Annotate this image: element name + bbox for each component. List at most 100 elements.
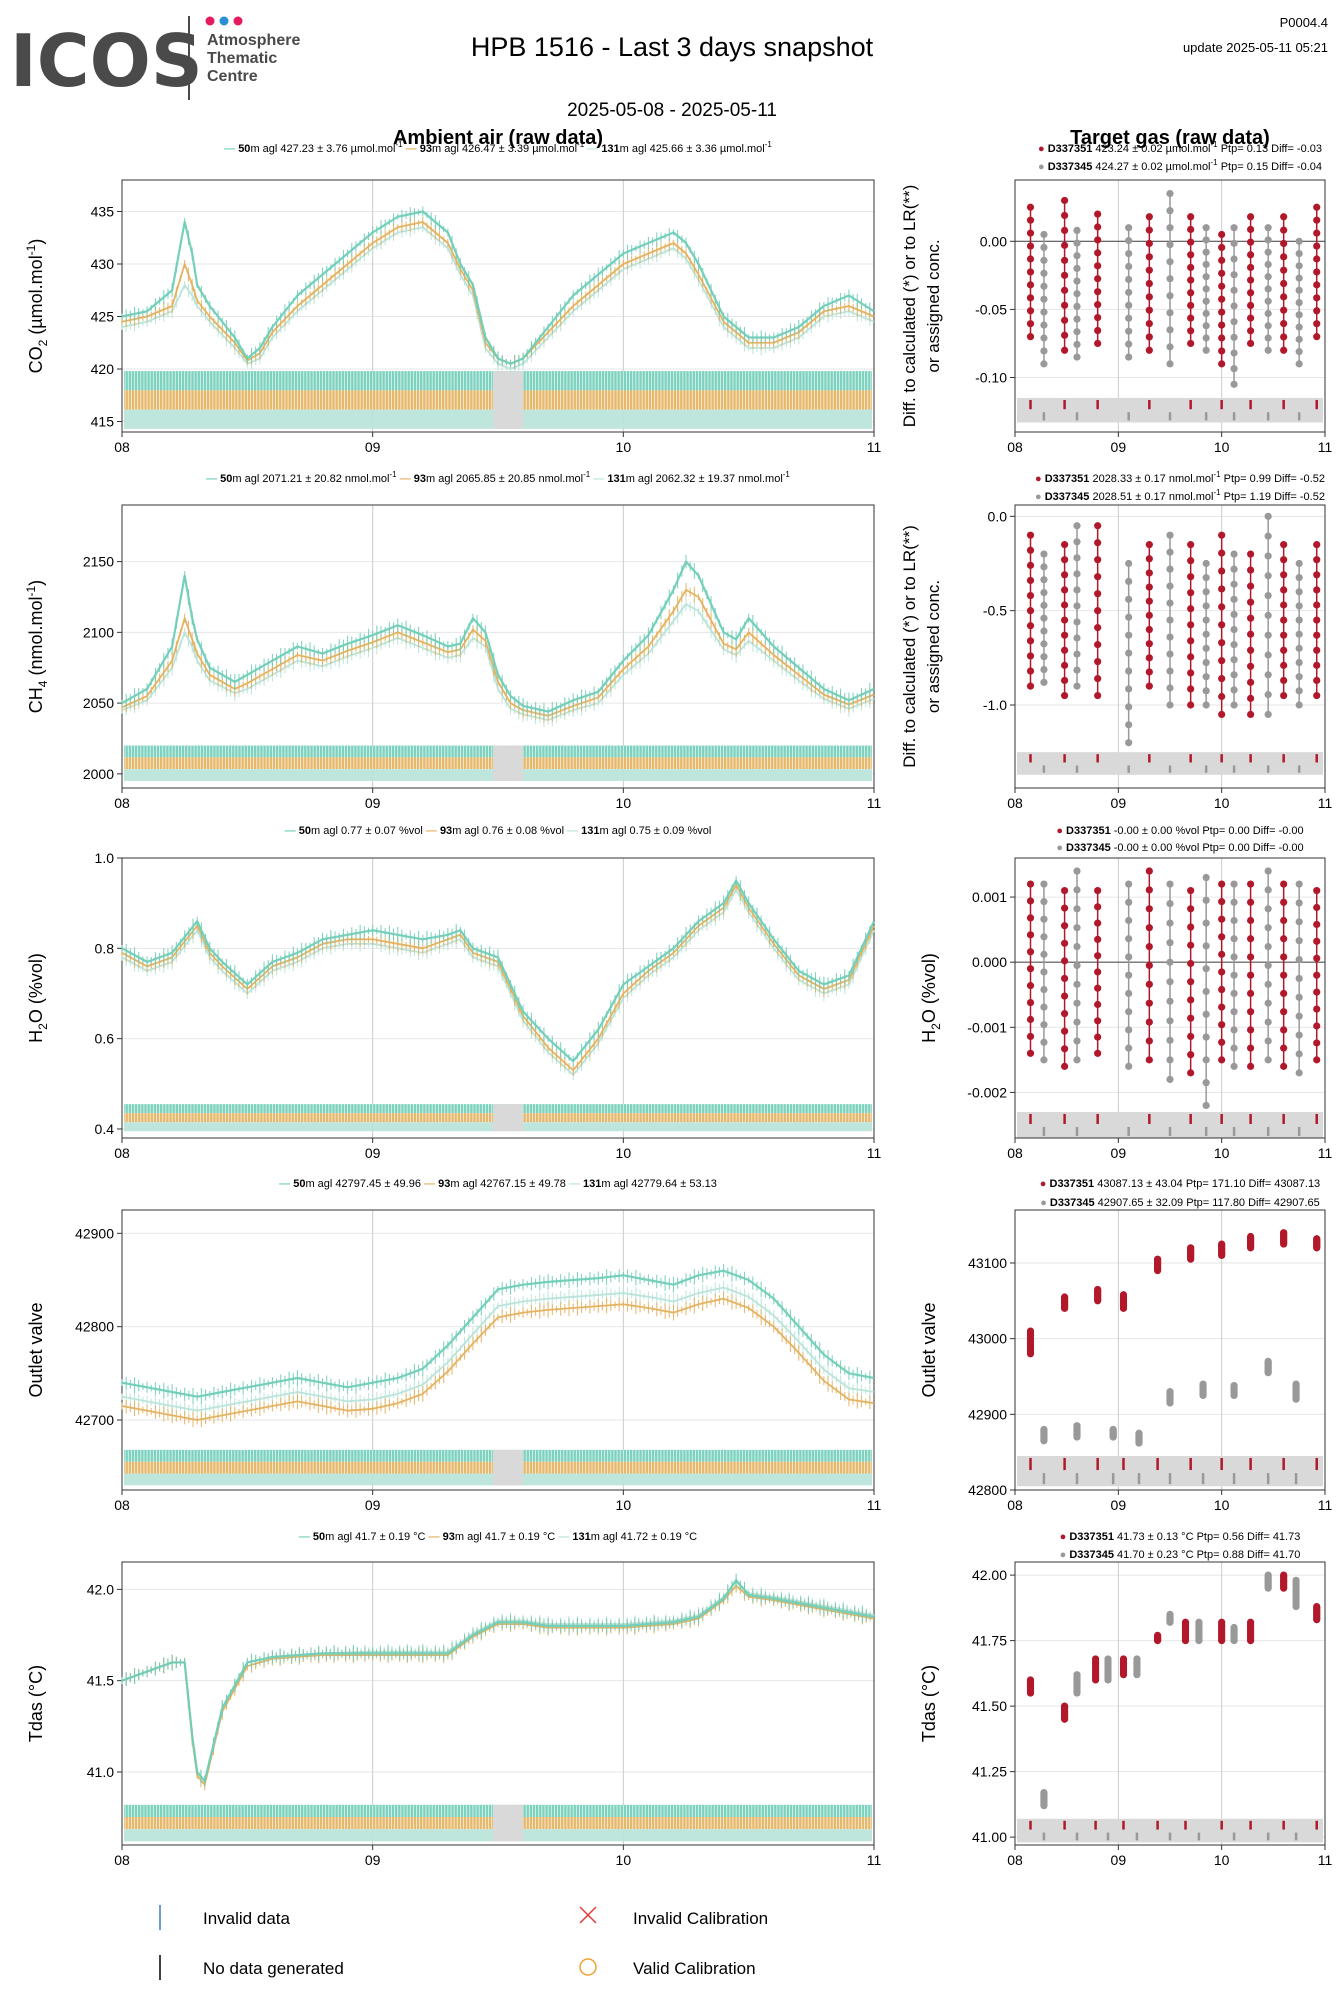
legend-series-name: 131 [572,1531,590,1543]
target-point [1094,210,1102,218]
target-point [1313,307,1321,315]
icos-logo: ICOS Atmosphere Thematic Centre [10,16,300,103]
y-tick-label: 2000 [83,766,114,782]
target-point [1094,223,1102,231]
target-point [1026,333,1035,341]
y-tick-label: 415 [91,414,115,430]
target-point [1125,703,1133,711]
target-point [1145,597,1153,605]
target-point [1264,346,1272,354]
target-point [1166,880,1174,888]
target-point [1073,353,1081,361]
target-point [1202,1056,1210,1064]
target-point [1026,242,1035,250]
legend-swatch-131: — [567,825,581,837]
target-point [1202,673,1210,681]
target-group-D337351 [1094,522,1102,700]
target-point [1061,616,1069,624]
target-point [1166,548,1174,556]
ylabel-main: CH [26,687,46,713]
target-point [1264,924,1272,932]
target-point [1280,1062,1288,1070]
target-point [1061,556,1069,564]
target-point [1026,637,1035,645]
logo-sub-1: Atmosphere [207,32,300,49]
target-point [1295,687,1303,695]
target-point [1218,243,1226,252]
target-point [1247,935,1255,943]
y-axis-label: Tdas (°C) [26,1665,46,1742]
target-point [1061,241,1069,249]
target-point [1073,886,1081,894]
legend-series-name: 50 [313,1531,325,1543]
target-point [1280,953,1288,961]
x-tick-label: 09 [365,1852,381,1868]
target-point [1073,328,1081,336]
target-point [1061,646,1069,654]
target-point [1218,334,1226,342]
target-point [1218,295,1226,303]
ylabel-rest: (µmol.mol [26,255,46,339]
target-point [1218,549,1226,557]
target-point [1094,952,1102,960]
legend-swatch-93: — [400,473,414,485]
target-point [1280,279,1288,288]
target-point [1187,327,1195,335]
legend-series-sup: -1 [765,140,773,149]
target-point [1145,555,1153,563]
target-point [1061,922,1069,930]
target-point [1247,1026,1255,1034]
target-point [1094,288,1102,296]
target-point [1094,1017,1102,1025]
y-tick-label: 2150 [83,554,114,570]
target-point [1187,605,1195,613]
target-point [1061,1010,1069,1018]
target-point [1247,1044,1255,1052]
target-point [1026,880,1035,888]
target-point [1230,880,1238,888]
target-point [1125,1008,1133,1016]
target-point [1247,971,1255,979]
target-point [1125,327,1133,335]
target-point [1264,1037,1272,1045]
target-point [1264,248,1272,256]
target-point [1218,898,1226,906]
plot-frame [121,1561,875,1846]
target-point [1295,602,1303,610]
target-point [1187,996,1195,1004]
panel-ambient-co2: 415 420 425 430 435 08 09 10 11 — 50m agl 427.23 … [24,140,881,455]
legend-swatch-D337345: ● [1035,491,1045,503]
target-point [1295,262,1303,270]
target-point [1040,334,1048,342]
target-point [1264,236,1272,244]
target-point [1247,225,1255,234]
target-point [1295,588,1303,596]
x-tick-label: 08 [114,439,130,455]
target-point [1202,644,1210,652]
x-tick-label: 10 [616,1852,632,1868]
target-point [1187,1051,1195,1059]
legend-series-name: 93 [440,825,452,837]
target-point [1247,301,1255,310]
legend-series-stats: m agl 41.7 ± 0.19 °C [455,1531,555,1543]
target-point [1187,289,1195,297]
target-point [1295,298,1303,307]
target-point [1202,965,1210,973]
target-group-D337345 [1040,550,1048,686]
target-group-D337345 [1040,230,1048,368]
target-point [1218,985,1226,994]
target-point [1313,541,1321,549]
target-point [1125,898,1133,906]
target-point [1280,601,1288,609]
target-point [1094,236,1102,244]
target-point [1280,916,1288,925]
target-point [1094,657,1102,666]
plot-frame [1014,504,1326,789]
target-group-D337345 [1125,880,1133,1070]
legend-series-stats: m agl 426.47 ± 3.39 µmol.mol [432,143,577,155]
target-point [1026,531,1035,539]
target-point [1202,236,1210,244]
legend-series-sup: -1 [583,470,591,479]
target-point [1295,237,1303,245]
